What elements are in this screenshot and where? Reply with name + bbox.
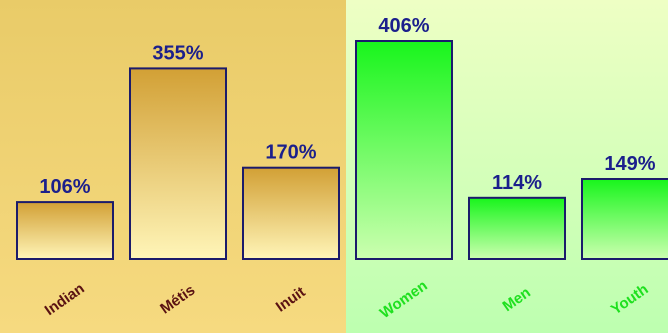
- bar-inuit: [242, 166, 340, 260]
- bar-indian: [16, 201, 114, 261]
- bar-youth: [581, 178, 668, 260]
- bar-men: [468, 196, 566, 261]
- data-label-men: 114%: [492, 172, 542, 194]
- data-label-youth: 149%: [604, 153, 655, 175]
- data-label-inuit: 170%: [265, 142, 316, 164]
- data-label-indian: 106%: [39, 176, 90, 198]
- data-label-women: 406%: [378, 15, 429, 37]
- data-label-metis: 355%: [152, 42, 203, 64]
- bar-women: [355, 40, 453, 260]
- bar-metis: [129, 67, 227, 261]
